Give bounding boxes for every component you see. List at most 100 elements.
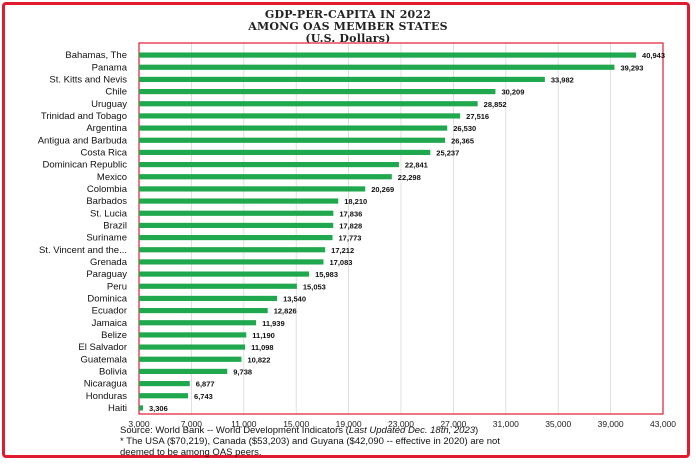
category-label: Jamaica	[92, 318, 128, 329]
chart-title-line-2: AMONG OAS MEMBER STATES	[248, 20, 448, 33]
bar	[139, 76, 545, 83]
value-labels: 40,943 39,293 33,982 30,209 28,852 27,516 26,5…	[149, 51, 665, 413]
value-label: 15,983	[315, 270, 338, 279]
category-label: Antigua and Barbuda	[38, 135, 128, 146]
value-label: 33,982	[551, 75, 574, 84]
value-label: 6,743	[194, 392, 213, 401]
value-label: 18,210	[344, 197, 367, 206]
x-tick-label: 3,000	[128, 419, 150, 429]
source-note: Source: World Bank -- World Development …	[120, 425, 478, 436]
bar	[139, 307, 268, 314]
category-label: St. Vincent and the...	[39, 245, 127, 256]
category-label: Paraguay	[86, 269, 127, 280]
source-text: Source: World Bank -- World Development …	[120, 425, 349, 436]
category-label: Mexico	[97, 172, 127, 183]
value-label: 15,053	[303, 282, 326, 291]
category-label: Dominica	[87, 293, 127, 304]
chart-title-line-1: GDP-PER-CAPITA IN 2022	[264, 8, 432, 21]
category-label: Trinidad and Tobago	[41, 111, 127, 122]
footnote-line-2: deemed to be among OAS peers.	[120, 447, 262, 458]
chart-subtitle: (U.S. Dollars)	[305, 32, 391, 45]
x-tick-label: 15,000	[283, 419, 309, 429]
value-label: 22,298	[398, 173, 421, 182]
bar	[139, 137, 446, 143]
bar	[139, 125, 448, 131]
x-tick-label: 35,000	[545, 419, 571, 429]
category-label: Peru	[107, 281, 127, 292]
bars	[139, 52, 637, 411]
category-label: Bahamas, The	[65, 50, 127, 61]
page-border	[2, 2, 690, 458]
footnote-line-1: * The USA ($70,219), Canada ($53,203) an…	[120, 436, 500, 447]
bar	[139, 332, 247, 338]
value-label: 20,269	[371, 185, 394, 194]
x-tick-label: 23,000	[388, 419, 414, 429]
bar	[139, 320, 257, 326]
plot-area-border	[138, 42, 664, 415]
value-label: 3,306	[149, 404, 168, 413]
value-label: 40,943	[642, 51, 665, 60]
bar	[139, 356, 242, 362]
value-label: 39,293	[620, 63, 643, 72]
bar	[139, 52, 637, 58]
value-label: 30,209	[501, 88, 524, 97]
category-label: Suriname	[86, 233, 127, 244]
value-label: 11,190	[252, 331, 275, 340]
x-tick-label: 31,000	[493, 419, 519, 429]
value-label: 17,836	[339, 209, 362, 218]
category-label: Uruguay	[91, 99, 127, 110]
bar	[139, 210, 334, 216]
bar	[139, 405, 144, 411]
category-label: Belize	[101, 330, 127, 341]
value-label: 10,822	[247, 355, 270, 364]
value-label: 26,530	[453, 124, 476, 133]
value-label: 12,826	[274, 307, 297, 316]
value-label: 9,738	[233, 367, 252, 376]
category-label: Haiti	[108, 403, 127, 414]
x-axis-ticks: 3,000 7,000 11,000 15,000 19,000 23,000 27,000…	[128, 419, 676, 429]
category-label: Brazil	[103, 220, 127, 231]
value-label: 11,098	[251, 343, 274, 352]
bar	[139, 198, 339, 204]
bar	[139, 259, 324, 265]
category-label: Argentina	[86, 123, 127, 134]
bar	[139, 271, 310, 277]
category-label: Bolivia	[99, 366, 128, 377]
category-label: Barbados	[86, 196, 127, 207]
category-label: El Salvador	[78, 342, 127, 353]
category-label: Colombia	[87, 184, 128, 195]
value-label: 26,365	[451, 136, 474, 145]
bar	[139, 64, 615, 70]
value-label: 17,083	[329, 258, 352, 267]
bar	[139, 295, 278, 302]
bar	[139, 283, 297, 289]
bar	[139, 186, 366, 192]
x-tick-label: 11,000	[231, 419, 257, 429]
category-label: Costa Rica	[81, 147, 128, 158]
bar	[139, 174, 392, 180]
source-date: Last Updated Dec. 18th, 2023	[348, 425, 476, 436]
value-label: 17,828	[339, 221, 362, 230]
bar	[139, 101, 478, 107]
x-tick-label: 43,000	[650, 419, 676, 429]
category-label: Grenada	[90, 257, 128, 268]
bar	[139, 113, 461, 119]
x-tick-label: 39,000	[598, 419, 624, 429]
x-tick-label: 19,000	[336, 419, 362, 429]
value-label: 25,237	[436, 148, 459, 157]
category-label: Dominican Republic	[43, 160, 128, 171]
bar	[139, 368, 228, 375]
bar	[139, 88, 496, 95]
value-label: 22,841	[405, 161, 428, 170]
bar	[139, 161, 399, 168]
bar	[139, 344, 246, 350]
category-label: Ecuador	[92, 306, 127, 317]
category-label: St. Kitts and Nevis	[49, 74, 127, 85]
value-label: 6,877	[196, 380, 215, 389]
x-tick-label: 7,000	[181, 419, 203, 429]
value-label: 13,540	[283, 294, 306, 303]
category-label: Nicaragua	[84, 379, 128, 390]
value-label: 27,516	[466, 112, 489, 121]
